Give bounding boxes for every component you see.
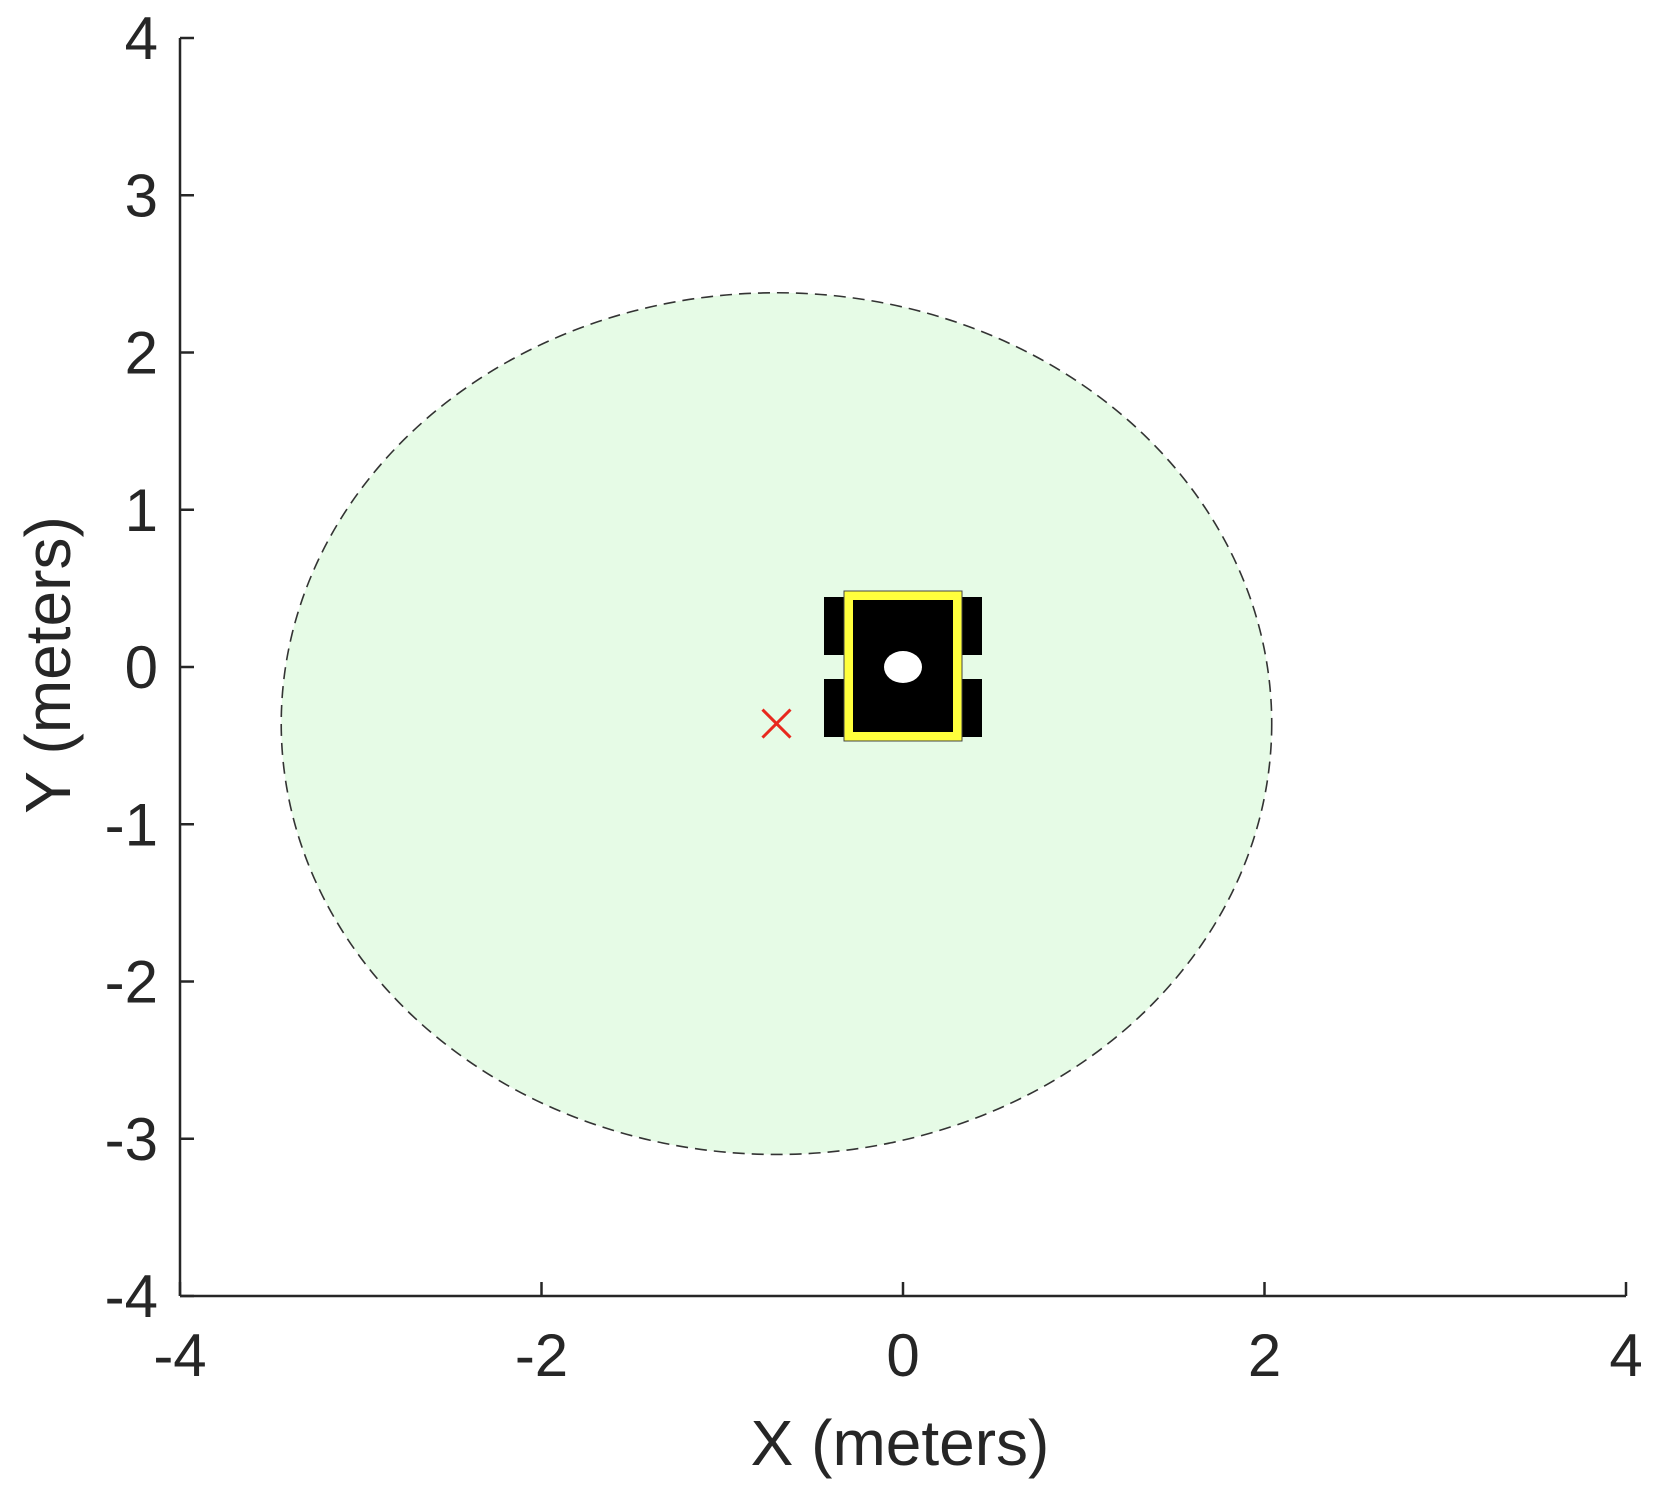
y-tick-label: -1 <box>105 791 158 858</box>
y-tick-label: 1 <box>125 477 158 544</box>
x-tick-label: 0 <box>886 1322 919 1389</box>
x-tick-label: -4 <box>153 1322 206 1389</box>
y-tick-label: -2 <box>105 949 158 1016</box>
x-tick-label: 2 <box>1248 1322 1281 1389</box>
x-axis-title: X (meters) <box>751 1407 1050 1479</box>
x-tick-label: 4 <box>1609 1322 1642 1389</box>
y-tick-label: 4 <box>125 5 158 72</box>
y-axis-title: Y (meters) <box>12 516 84 814</box>
x-tick-label: -2 <box>515 1322 568 1389</box>
center-marker <box>761 708 792 739</box>
robot-sensor <box>884 651 922 683</box>
axes: -4 -2 0 2 4 -4 -3 -2 -1 0 1 2 3 4 <box>105 5 1643 1389</box>
y-tick-label: 3 <box>125 162 158 229</box>
y-tick-label: -3 <box>105 1106 158 1173</box>
robot-icon <box>824 590 982 742</box>
marker-layer <box>761 708 792 739</box>
y-tick-label: 0 <box>125 634 158 701</box>
y-tick-label: 2 <box>125 320 158 387</box>
y-tick-label: -4 <box>105 1263 158 1330</box>
